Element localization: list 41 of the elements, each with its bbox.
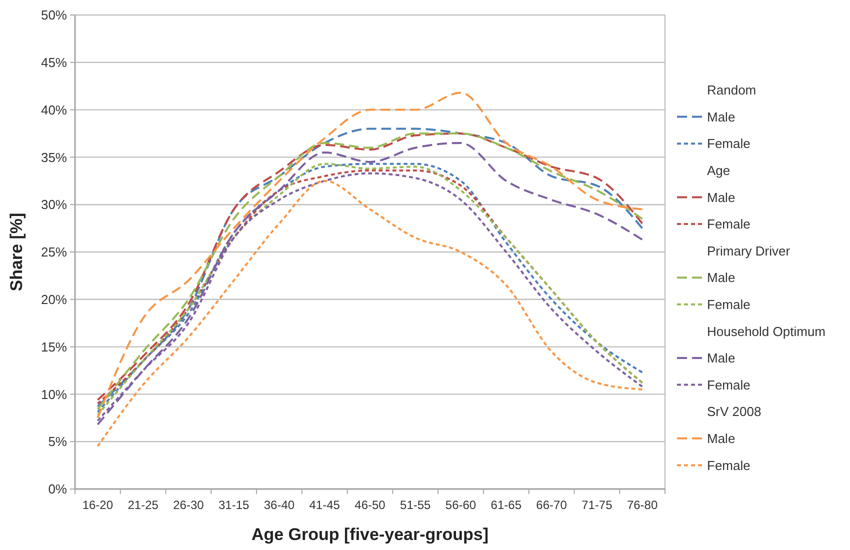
x-tick-label: 66-70 (536, 498, 568, 512)
legend-label: Male (707, 350, 736, 366)
legend-label: Male (707, 109, 736, 124)
x-tick-label: 51-55 (400, 498, 432, 512)
y-axis-title: Share [%] (7, 212, 26, 292)
y-tick-label: 25% (40, 244, 68, 260)
legend-label: Male (707, 270, 736, 286)
legend-label: Female (707, 458, 750, 473)
text: Household Optimum (707, 324, 826, 339)
x-tick-label: 41-45 (309, 498, 340, 512)
x-tick-label: 56-60 (445, 498, 476, 512)
x-tick-label: 36-40 (264, 498, 295, 512)
legend-label: Male (707, 190, 736, 205)
text: Primary Driver (707, 243, 791, 258)
y-tick-label: 35% (40, 150, 68, 165)
x-tick-label: 61-65 (490, 498, 522, 512)
y-tick-label: 50% (40, 8, 68, 23)
x-tick-label: 71-75 (582, 498, 613, 512)
y-tick-label: 45% (40, 54, 68, 70)
legend-label: Female (707, 136, 750, 152)
x-tick-label: 76-80 (626, 498, 658, 512)
y-tick-label: 10% (40, 386, 68, 402)
x-tick-label: 31-15 (218, 498, 250, 512)
legend-label: Female (707, 377, 750, 392)
text: SrV 2008 (707, 404, 762, 420)
y-tick-label: 30% (40, 197, 68, 212)
legend-label: Male (707, 430, 736, 446)
y-tick-label: 5% (48, 434, 68, 450)
legend-label: Female (707, 296, 750, 312)
x-tick-label: 46-50 (354, 498, 386, 512)
y-tick-label: 20% (40, 292, 68, 307)
y-tick-label: 0% (48, 482, 68, 497)
x-tick-label: 21-25 (128, 498, 159, 512)
x-axis-title: Age Group [five-year-groups] (251, 525, 489, 544)
text: Random (707, 82, 756, 98)
x-tick-label: 16-20 (82, 498, 114, 512)
text: Age (707, 162, 730, 178)
x-tick-label: 26-30 (173, 498, 204, 512)
legend-label: Female (707, 216, 750, 232)
y-tick-label: 40% (40, 102, 68, 118)
y-tick-label: 15% (40, 339, 68, 354)
